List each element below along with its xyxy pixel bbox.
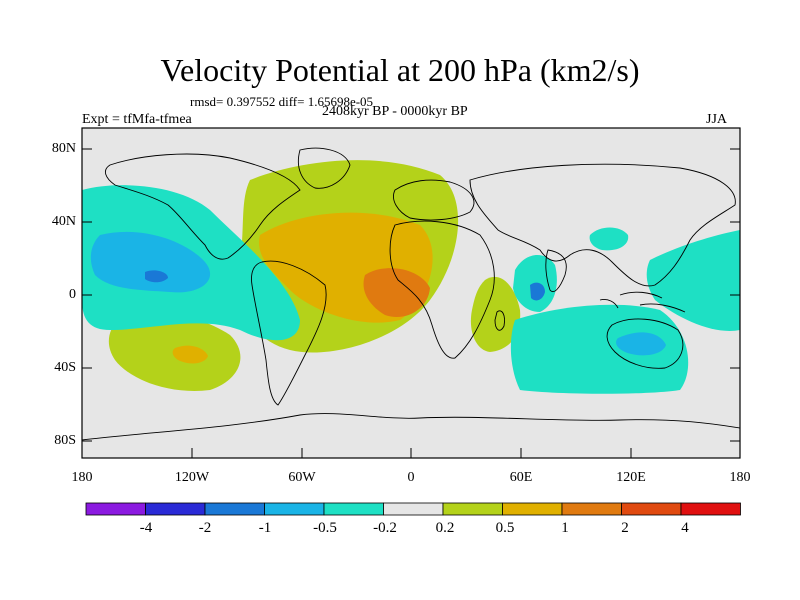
colorbar-swatch: [145, 502, 206, 516]
lon-label-180e: 180: [729, 470, 751, 485]
coastline-africa: [389, 220, 495, 359]
negative-region-pacific-max: [145, 270, 168, 283]
colorbar-label: 0.2: [435, 520, 455, 536]
lat-label-80n: 80N: [51, 141, 76, 156]
chart-title: Velocity Potential at 200 hPa (km2/s): [160, 52, 640, 88]
colorbar-swatch: [442, 502, 503, 516]
negative-region-arabian-core: [530, 282, 545, 301]
coastline-asia: [469, 163, 736, 287]
colorbar-swatch: [561, 502, 622, 516]
coastline-south-america: [251, 260, 327, 406]
colorbar-swatch: [85, 502, 146, 516]
lat-label-80s: 80S: [54, 433, 76, 448]
coastline-greenland: [297, 147, 351, 189]
lon-label-60w: 60W: [288, 470, 316, 485]
colorbar-swatch: [621, 502, 682, 516]
negative-region-australia: [616, 332, 666, 356]
negative-region-indian: [510, 304, 689, 394]
colorbar-label: -0.2: [373, 520, 397, 536]
coastline-north-america: [104, 153, 301, 260]
colorbar-label: 4: [681, 520, 689, 536]
lon-label-180w: 180: [71, 470, 93, 485]
colorbar-swatch: [680, 502, 741, 516]
negative-region-pacific-core: [90, 231, 211, 293]
season-label: JJA: [706, 112, 728, 127]
colorbar-swatch: [502, 502, 563, 516]
lon-label-120w: 120W: [174, 470, 210, 485]
lat-label-40n: 40N: [51, 214, 76, 229]
experiment-label: Expt = tfMfa-tfmea: [82, 112, 192, 127]
colorbar-label: -2: [198, 520, 212, 536]
negative-region-asia: [589, 227, 629, 251]
colorbar-label: -0.5: [313, 520, 337, 536]
coastline-madagascar: [494, 310, 505, 331]
colorbar-label: -1: [258, 520, 272, 536]
colorbar-label: 1: [561, 520, 569, 536]
stats-text: rmsd= 0.397552 diff= 1.65698e-05: [190, 94, 374, 109]
coastline-australia: [606, 318, 684, 369]
colorbar-swatch: [383, 502, 444, 516]
positive-region-africa: [470, 276, 521, 352]
coastlines: [81, 147, 741, 441]
coastline-europe: [393, 179, 475, 221]
positive-region-pacific-core: [172, 345, 208, 364]
colorbar-swatch: [264, 502, 325, 516]
lon-label-120e: 120E: [616, 470, 646, 485]
lat-label-0: 0: [69, 287, 76, 302]
ticks: [82, 148, 740, 458]
lat-label-40s: 40S: [54, 360, 76, 375]
colorbar-swatch: [323, 502, 384, 516]
coastline-antarctica: [81, 413, 741, 441]
colorbar-label: 0.5: [495, 520, 515, 536]
colorbar-label: -4: [139, 520, 153, 536]
contour-fills: [82, 160, 740, 394]
colorbar-swatch: [204, 502, 265, 516]
coastline-india: [545, 249, 567, 293]
period-label: 2408kyr BP - 0000kyr BP: [322, 104, 468, 119]
negative-region-pacific-east: [646, 230, 740, 331]
colorbar-label: 2: [621, 520, 629, 536]
positive-region-max: [363, 268, 430, 317]
colorbar: [85, 502, 741, 516]
coastline-indonesia: [599, 291, 686, 313]
lon-label-0: 0: [407, 470, 415, 485]
lon-label-60e: 60E: [509, 470, 533, 485]
